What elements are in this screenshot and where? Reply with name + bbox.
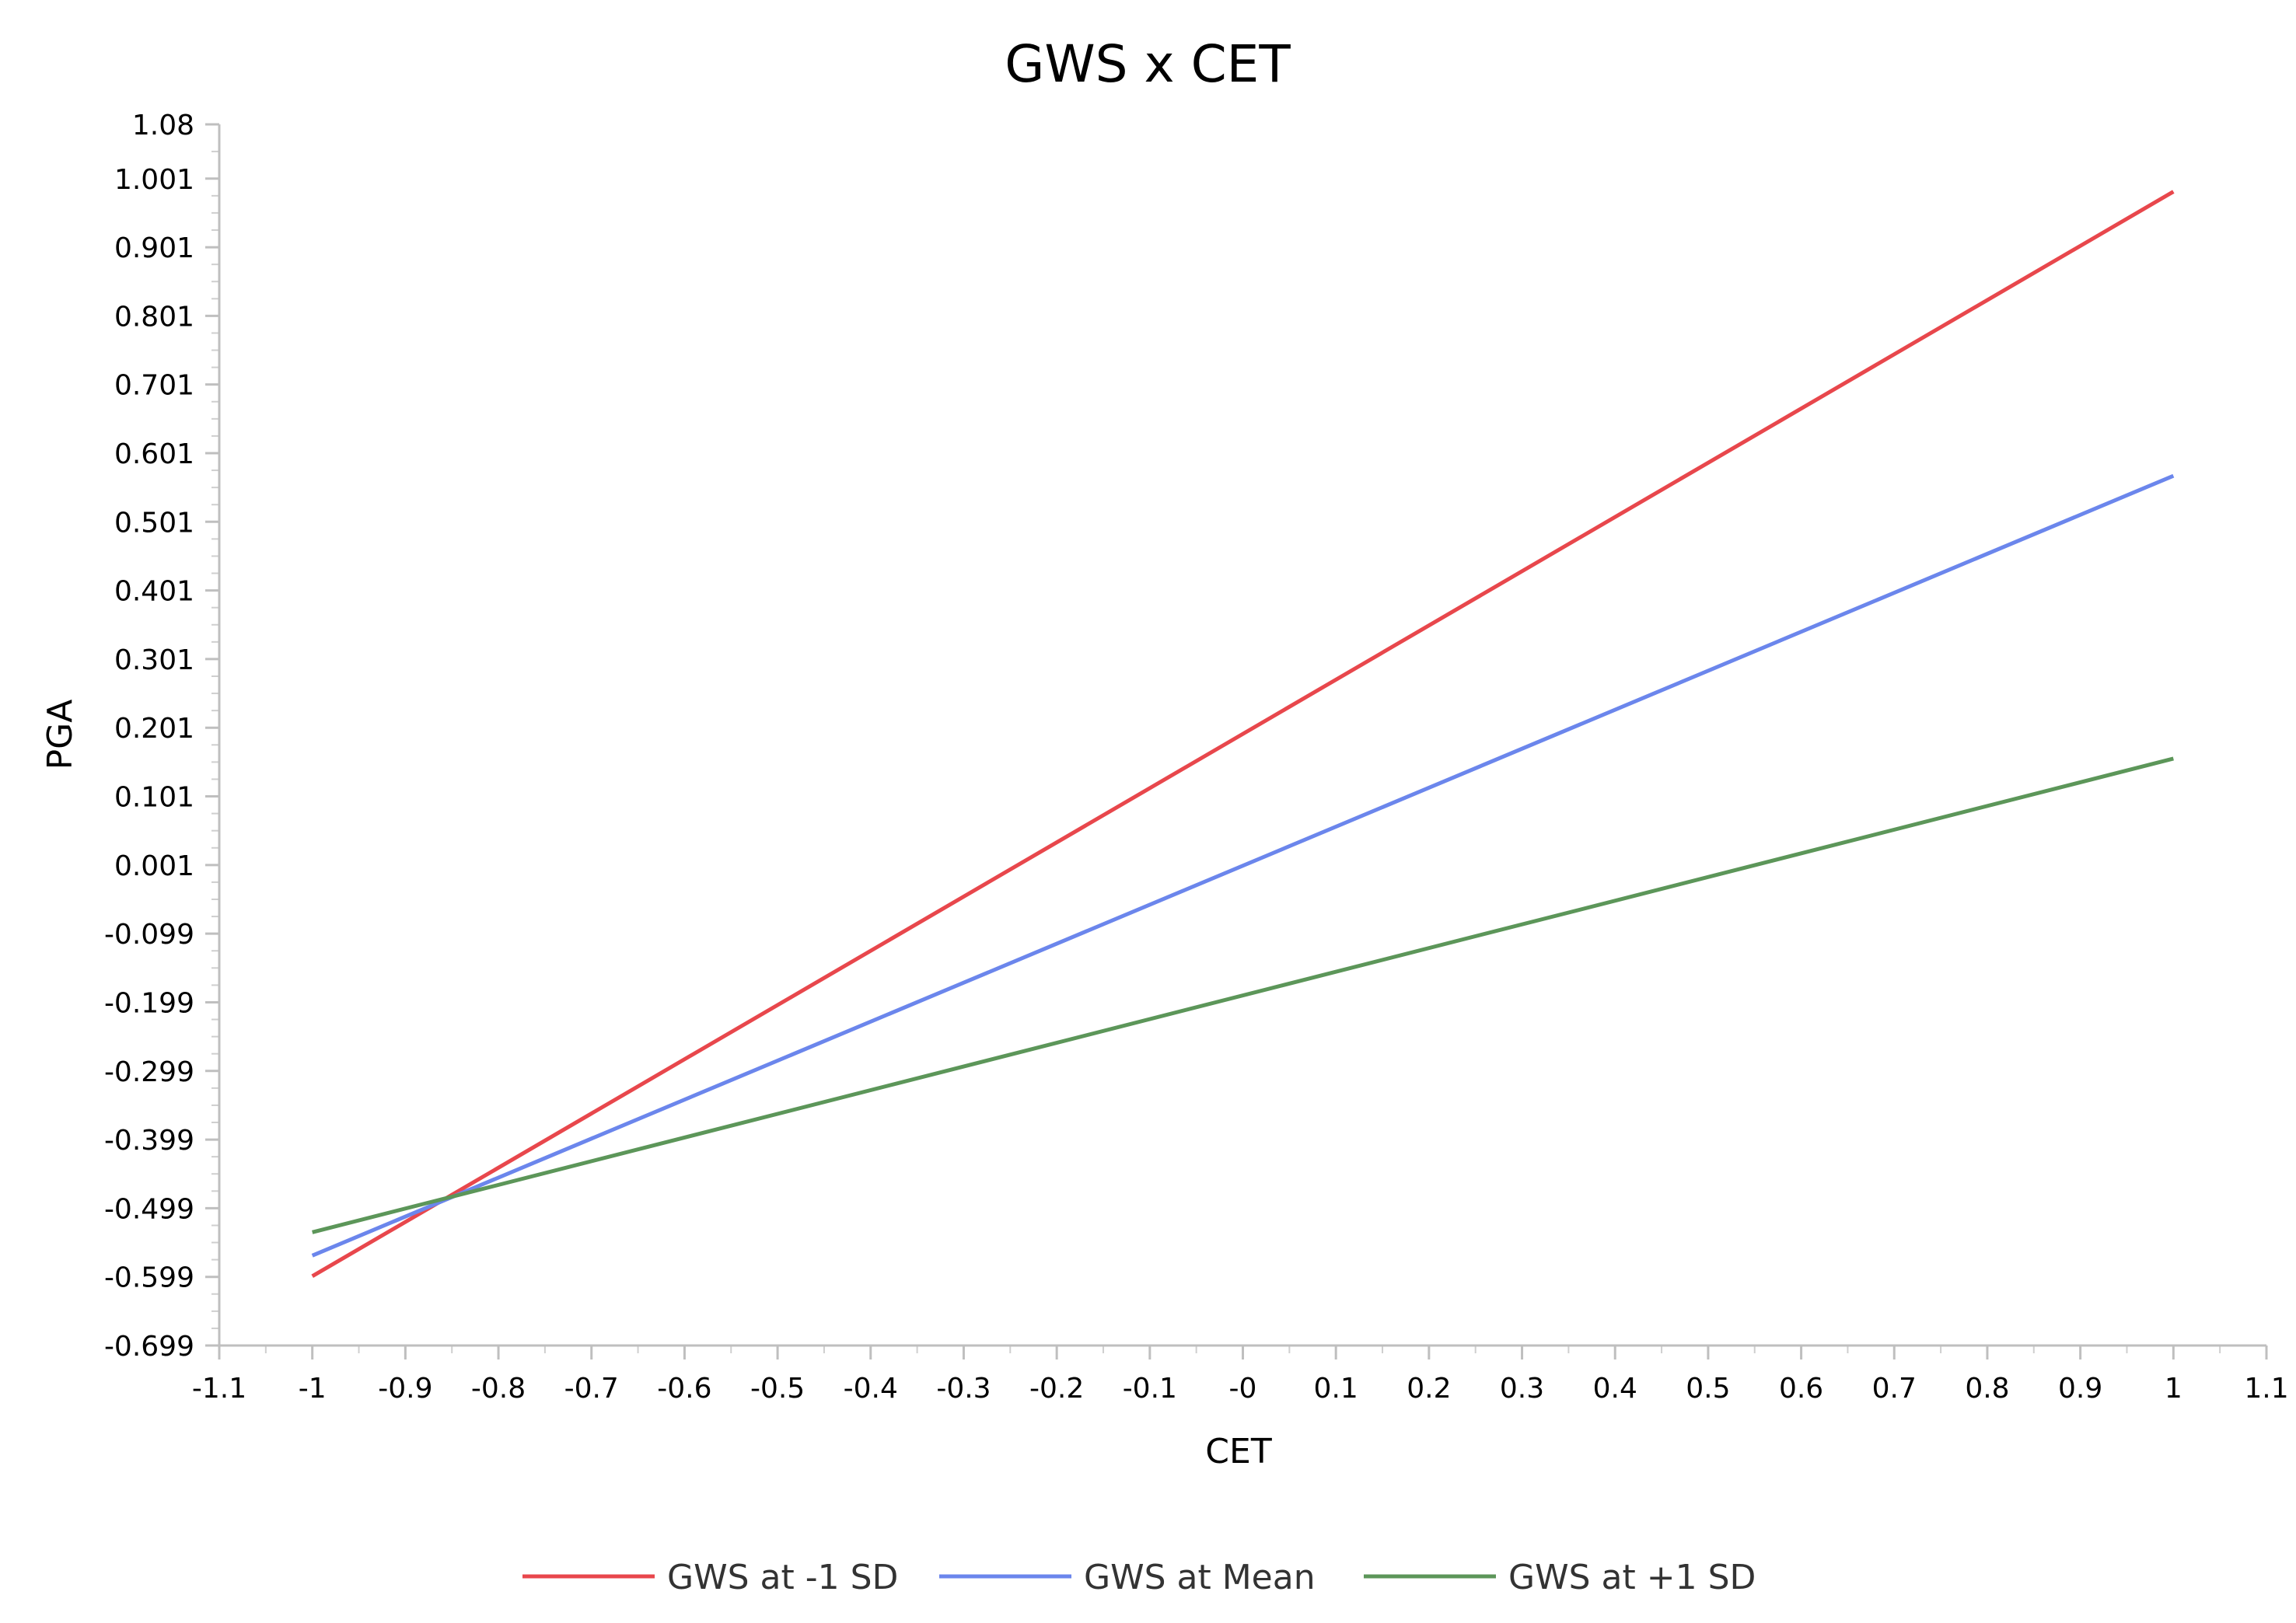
x-tick-label: -0.2 [1029,1373,1084,1405]
x-tick-label: -0.4 [844,1373,898,1405]
x-tick-label: -1.1 [192,1373,246,1405]
x-tick-label: -0 [1229,1373,1257,1405]
y-tick-label: 0.001 [114,850,194,882]
x-tick-label: 0.7 [1872,1373,1917,1405]
series-line-2 [312,756,2174,1234]
y-tick-label: 0.701 [114,370,194,402]
y-axis-label: PGA [40,700,80,770]
y-tick-label: -0.299 [104,1056,194,1088]
y-tick-label: 0.501 [114,507,194,539]
y-tick-label: 1.001 [114,164,194,196]
y-tick-label: 0.301 [114,644,194,676]
legend-label: GWS at -1 SD [667,1558,898,1597]
series-lines [311,190,2175,1278]
x-tick-label: -1 [299,1373,327,1405]
x-tick-label: 0.2 [1407,1373,1451,1405]
y-tick-label: -0.199 [104,987,194,1019]
y-tick-label: -0.599 [104,1262,194,1294]
x-tick-label: -0.3 [936,1373,991,1405]
legend-label: GWS at Mean [1084,1558,1316,1597]
x-tick-label: 1 [2165,1373,2182,1405]
x-axis-label: CET [1205,1432,1272,1471]
series-line-1 [311,473,2175,1258]
y-tick-label: 0.401 [114,576,194,608]
y-tick-label: -0.699 [104,1331,194,1363]
y-tick-label: 1.08 [132,110,194,141]
y-tick-label: 0.201 [114,713,194,745]
x-tick-label: -0.5 [750,1373,805,1405]
y-tick-label: -0.399 [104,1125,194,1157]
x-tick-label: 0.3 [1500,1373,1544,1405]
x-tick-label: -0.8 [471,1373,526,1405]
legend: GWS at -1 SD GWS at Mean GWS at +1 SD [522,1558,1756,1597]
x-tick-label: 0.8 [1965,1373,2009,1405]
x-tick-label: -0.1 [1123,1373,1177,1405]
x-tick-label: -0.7 [564,1373,619,1405]
x-axis-ticks: -1.1 -1 -0.9 -0.8 -0.7 -0.6 -0.5 -0.4 -0.3 -0.2 -0… [192,1346,2289,1405]
x-tick-label: 0.4 [1593,1373,1637,1405]
y-tick-label: 0.601 [114,438,194,470]
chart-title: GWS x CET [1005,34,1291,94]
y-tick-label: -0.499 [104,1193,194,1225]
x-tick-label: 0.5 [1686,1373,1730,1405]
y-tick-label: 0.101 [114,782,194,814]
y-axis-ticks: 1.08 1.001 0.901 0.801 0.701 0.601 0.501 0.401 0… [104,110,219,1363]
x-tick-label: -0.6 [657,1373,711,1405]
legend-label: GWS at +1 SD [1508,1558,1756,1597]
x-tick-label: 1.1 [2244,1373,2288,1405]
x-tick-label: 0.9 [2058,1373,2102,1405]
series-line-0 [311,190,2175,1278]
x-tick-label: 0.6 [1779,1373,1823,1405]
y-tick-label: 0.801 [114,301,194,333]
y-tick-label: -0.099 [104,919,194,951]
y-tick-label: 0.901 [114,232,194,264]
x-tick-label: 0.1 [1314,1373,1358,1405]
x-tick-label: -0.9 [378,1373,432,1405]
